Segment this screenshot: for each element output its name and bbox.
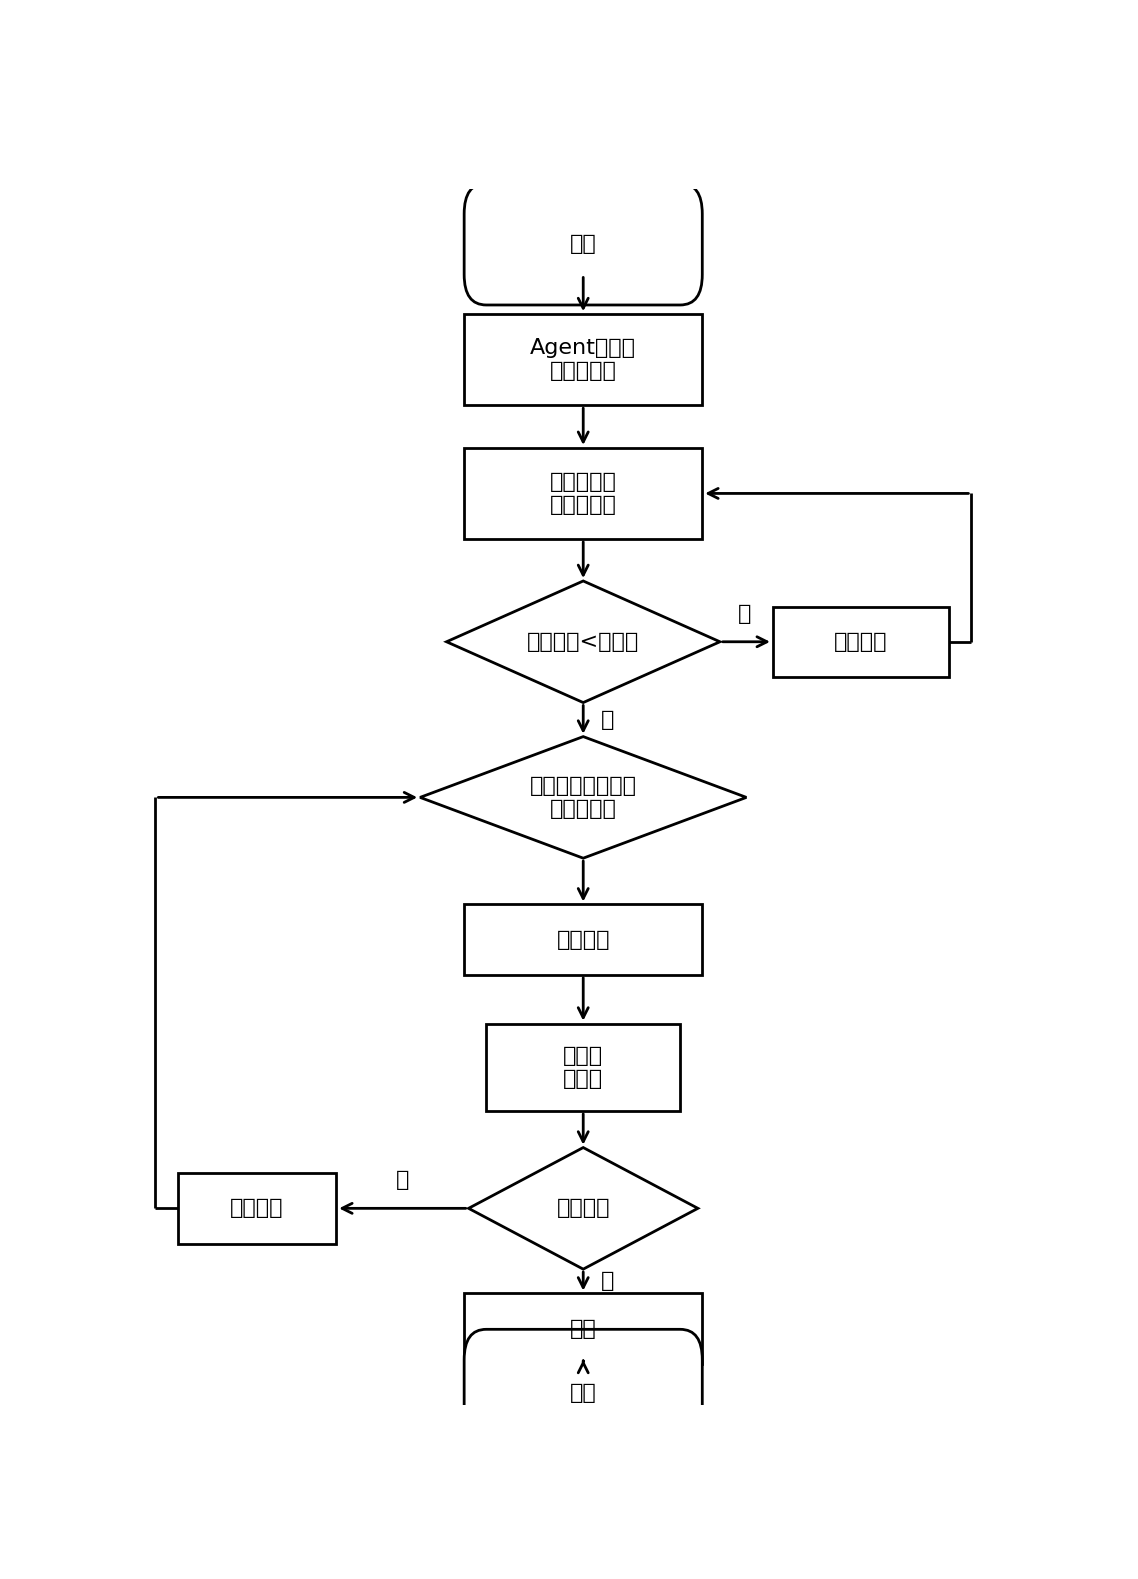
Text: 交易价格<总预算: 交易价格<总预算 bbox=[527, 632, 640, 652]
Text: 是: 是 bbox=[601, 709, 615, 729]
Polygon shape bbox=[446, 581, 720, 703]
Bar bbox=[486, 1023, 681, 1112]
Text: 商家输入资
源价格向量: 商家输入资 源价格向量 bbox=[550, 472, 617, 515]
Text: 创建任务: 创建任务 bbox=[556, 930, 610, 949]
FancyBboxPatch shape bbox=[464, 183, 702, 305]
Text: 用户效
用计算: 用户效 用计算 bbox=[563, 1045, 603, 1090]
Text: Agent控制器
输入总预算: Agent控制器 输入总预算 bbox=[530, 338, 636, 381]
Text: 交易失败: 交易失败 bbox=[834, 632, 888, 652]
Polygon shape bbox=[420, 736, 747, 859]
Bar bbox=[773, 606, 949, 677]
Bar bbox=[178, 1173, 337, 1244]
Polygon shape bbox=[469, 1148, 698, 1270]
Bar bbox=[464, 448, 702, 538]
Text: 价格最优: 价格最优 bbox=[556, 1198, 610, 1219]
Text: 结束: 结束 bbox=[570, 1383, 596, 1404]
Text: 交易失败: 交易失败 bbox=[230, 1198, 283, 1219]
Bar bbox=[464, 1293, 702, 1364]
Text: 否: 否 bbox=[737, 603, 751, 624]
Text: 用户输入作业长度
和截止时间: 用户输入作业长度 和截止时间 bbox=[529, 775, 637, 820]
Text: 否: 否 bbox=[396, 1170, 410, 1191]
Text: 开始: 开始 bbox=[570, 234, 596, 254]
Text: 是: 是 bbox=[601, 1271, 615, 1292]
Bar bbox=[464, 314, 702, 406]
Bar bbox=[464, 905, 702, 974]
FancyBboxPatch shape bbox=[464, 1330, 702, 1457]
Text: 输出: 输出 bbox=[570, 1318, 596, 1339]
